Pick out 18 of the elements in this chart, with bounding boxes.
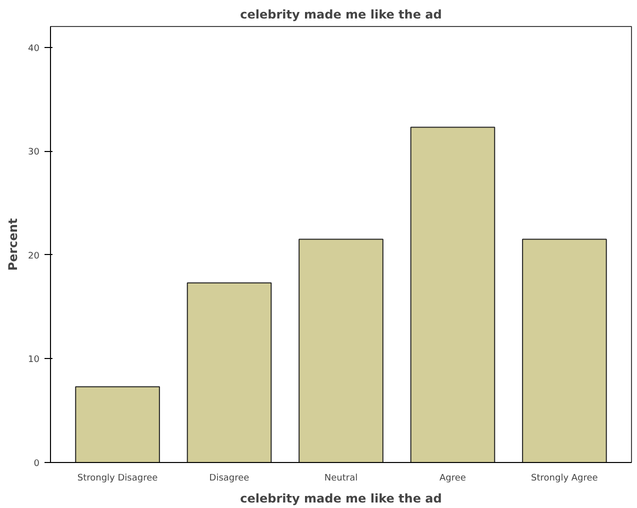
bar <box>186 282 272 462</box>
x-tick-label: Disagree <box>209 474 250 484</box>
y-tick-label: 0 <box>34 459 40 469</box>
x-tick-label: Neutral <box>324 474 358 484</box>
x-axis-title: celebrity made me like the ad <box>240 492 442 506</box>
y-tick-label: 30 <box>28 148 40 158</box>
x-tick-label: Strongly Agree <box>531 474 598 484</box>
y-tick-label: 20 <box>28 251 40 262</box>
chart-title: celebrity made me like the ad <box>240 8 442 22</box>
bar <box>410 126 496 462</box>
y-axis-title: Percent <box>6 218 20 271</box>
bar <box>522 238 607 462</box>
x-tick-label: Agree <box>440 474 466 484</box>
x-tick-label: Strongly Disagree <box>77 474 158 484</box>
y-tick-label: 40 <box>28 44 40 54</box>
y-tick-label: 10 <box>28 355 40 366</box>
bar <box>298 238 384 462</box>
bar <box>75 386 160 462</box>
